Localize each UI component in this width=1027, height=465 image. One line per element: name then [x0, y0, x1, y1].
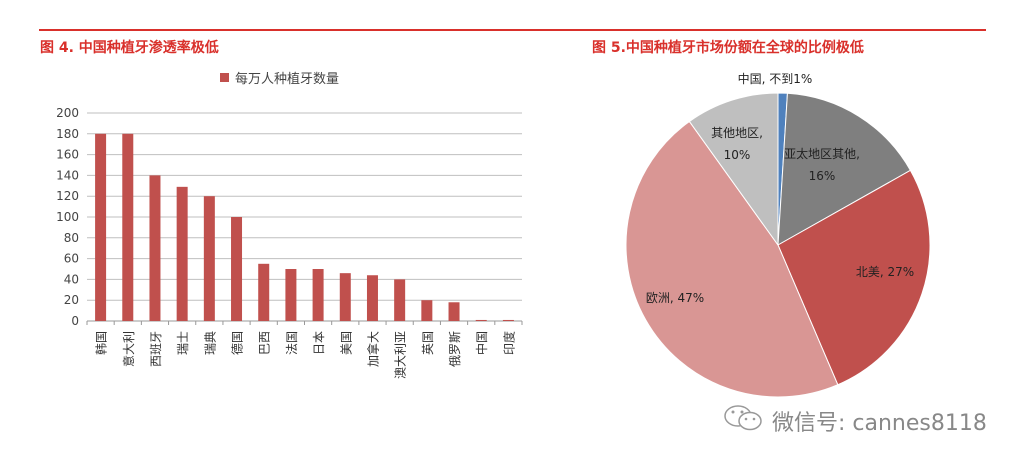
svg-text:加拿大: 加拿大: [365, 331, 380, 367]
svg-text:瑞士: 瑞士: [176, 331, 190, 355]
bar: [366, 275, 378, 321]
y-tick-label: 100: [56, 210, 79, 224]
left-chart-title: 图 4. 中国种植牙渗透率极低: [40, 40, 219, 56]
svg-text:俄罗斯: 俄罗斯: [448, 331, 462, 367]
svg-text:印度: 印度: [501, 331, 516, 355]
x-tick-label: 印度: [501, 331, 516, 355]
watermark-text: 微信号: cannes8118: [772, 411, 987, 436]
x-tick-label: 中国: [474, 331, 489, 355]
pie-data-label: 10%: [724, 148, 751, 162]
pie-data-label: 亚太地区其他,: [784, 146, 860, 161]
y-tick-label: 60: [64, 252, 79, 266]
svg-text:法国: 法国: [285, 331, 299, 355]
x-tick-label: 德国: [230, 331, 245, 355]
pie-data-label: 欧洲, 47%: [646, 291, 704, 305]
bar: [122, 133, 134, 321]
bar: [448, 302, 460, 321]
y-tick-label: 20: [64, 293, 79, 307]
x-tick-label: 瑞士: [176, 331, 190, 355]
y-tick-label: 160: [56, 148, 79, 162]
bar: [176, 186, 188, 321]
x-tick-label: 巴西: [258, 331, 272, 355]
y-tick-label: 200: [56, 106, 79, 120]
bar: [285, 269, 297, 321]
bar: [231, 217, 243, 321]
svg-text:美国: 美国: [339, 331, 353, 355]
y-tick-label: 140: [56, 168, 79, 182]
svg-text:韩国: 韩国: [94, 331, 109, 355]
pie-slice-apac-other: [777, 92, 912, 246]
right-title-rule: [519, 29, 986, 31]
left-title-rule: [39, 29, 519, 31]
right-chart-title: 图 5.中国种植牙市场份额在全球的比例极低: [592, 40, 864, 56]
y-tick-label: 0: [71, 314, 79, 328]
x-tick-label: 韩国: [94, 331, 109, 355]
pie-slice-north-america: [777, 169, 931, 386]
bar: [502, 319, 514, 321]
x-tick-label: 澳大利亚: [394, 331, 408, 379]
svg-text:英国: 英国: [421, 331, 435, 355]
bar: [258, 263, 270, 321]
x-tick-label: 日本: [312, 331, 326, 355]
x-tick-label: 意大利: [121, 331, 136, 367]
pie-data-label: 其他地区,: [711, 126, 763, 140]
pie-data-label: 北美, 27%: [856, 265, 914, 279]
y-tick-label: 40: [64, 272, 79, 286]
x-tick-label: 加拿大: [365, 331, 380, 367]
x-tick-label: 瑞典: [203, 331, 217, 355]
pie-slice-europe: [625, 120, 839, 398]
bar: [95, 133, 107, 321]
bar: [394, 279, 406, 321]
legend-swatch: [220, 73, 229, 82]
pie-slice-other: [688, 92, 779, 247]
svg-text:瑞典: 瑞典: [203, 331, 217, 355]
x-tick-label: 西班牙: [149, 331, 163, 367]
y-tick-label: 180: [56, 127, 79, 141]
x-tick-label: 俄罗斯: [448, 331, 462, 367]
watermark: 微信号: cannes8118: [722, 403, 987, 439]
bar-chart-legend: 每万人种植牙数量: [220, 68, 339, 87]
bar: [421, 300, 433, 321]
svg-text:西班牙: 西班牙: [149, 331, 163, 367]
bar: [203, 196, 215, 321]
y-tick-label: 80: [64, 231, 79, 245]
bar: [339, 273, 351, 321]
svg-text:澳大利亚: 澳大利亚: [394, 331, 408, 379]
svg-text:巴西: 巴西: [258, 331, 272, 355]
svg-text:中国: 中国: [474, 331, 489, 355]
svg-text:德国: 德国: [230, 331, 245, 355]
bar: [312, 269, 324, 321]
y-tick-label: 120: [56, 189, 79, 203]
bar: [475, 319, 487, 321]
pie-data-label: 中国, 不到1%: [738, 71, 813, 86]
x-tick-label: 美国: [339, 331, 353, 355]
wechat-icon: [722, 403, 766, 439]
bar: [149, 175, 161, 321]
svg-text:日本: 日本: [312, 331, 326, 355]
pie-slice-china: [777, 92, 788, 246]
legend-label: 每万人种植牙数量: [235, 72, 340, 87]
x-tick-label: 英国: [421, 331, 435, 355]
svg-text:意大利: 意大利: [121, 331, 136, 367]
x-tick-label: 法国: [285, 331, 299, 355]
pie-data-label: 16%: [809, 169, 836, 183]
